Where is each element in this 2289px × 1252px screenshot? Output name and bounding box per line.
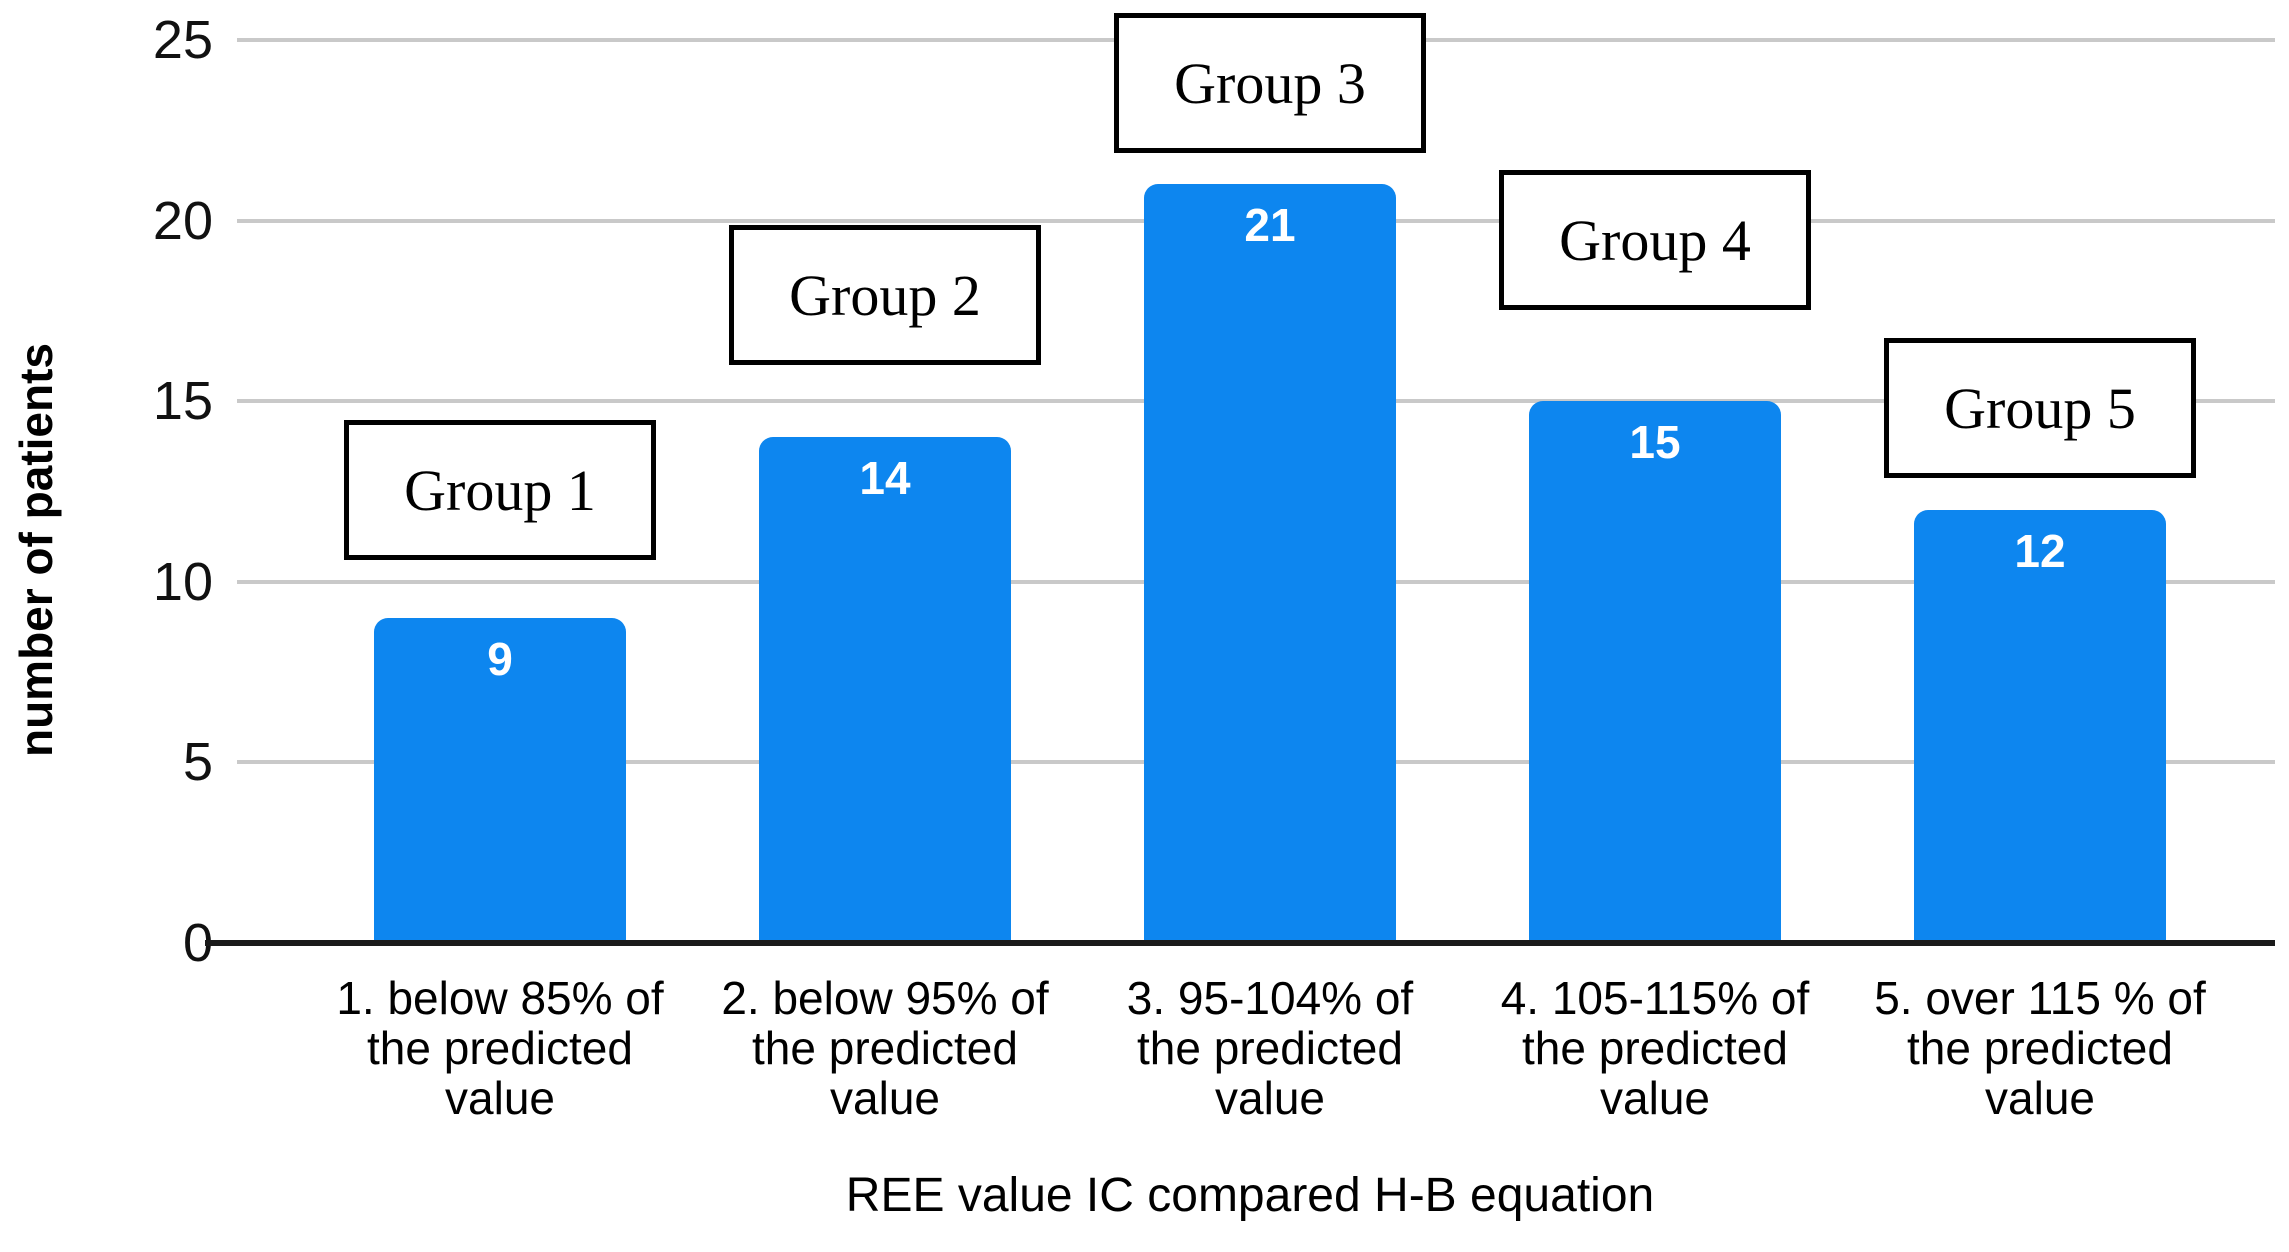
bar-value-label: 9	[487, 632, 513, 685]
bar: 12	[1914, 509, 2166, 943]
y-tick-label: 20	[152, 190, 213, 251]
y-tick-label: 25	[152, 10, 213, 70]
group-annotation-box: Group 3	[1114, 13, 1426, 153]
y-tick-label: 10	[152, 551, 213, 612]
bar: 9	[374, 617, 626, 943]
bar-value-label: 12	[2014, 524, 2066, 577]
bar: 21	[1144, 184, 1396, 943]
bar-value-label: 15	[1629, 416, 1681, 469]
x-axis-title: REE value IC compared H-B equation	[845, 1169, 1655, 1222]
bar: 14	[759, 437, 1011, 943]
y-tick-label: 15	[152, 371, 213, 432]
group-annotation-box: Group 2	[729, 225, 1041, 365]
category-label: 4. 105-115% of the predicted value	[1500, 972, 1810, 1124]
bar-value-label: 14	[859, 452, 911, 505]
group-annotation-box: Group 4	[1499, 170, 1811, 310]
x-axis-line	[205, 940, 2275, 946]
bar: 15	[1529, 401, 1781, 943]
group-annotation-label: Group 3	[1174, 50, 1366, 116]
category-label: 2. below 95% of the predicted value	[721, 972, 1049, 1124]
group-annotation-label: Group 2	[789, 262, 981, 328]
y-tick-label: 0	[182, 913, 213, 973]
y-tick-label: 5	[182, 732, 213, 793]
category-label: 1. below 85% of the predicted value	[336, 972, 664, 1124]
group-annotation-label: Group 1	[404, 457, 596, 523]
group-annotation-box: Group 1	[344, 420, 656, 560]
category-label: 3. 95-104% of the predicted value	[1126, 972, 1414, 1124]
bar-value-label: 21	[1244, 199, 1296, 252]
group-annotation-label: Group 4	[1559, 207, 1751, 273]
group-annotation-box: Group 5	[1884, 338, 2196, 478]
category-label: 5. over 115 % of the predicted value	[1874, 972, 2206, 1124]
group-annotation-label: Group 5	[1944, 375, 2136, 441]
